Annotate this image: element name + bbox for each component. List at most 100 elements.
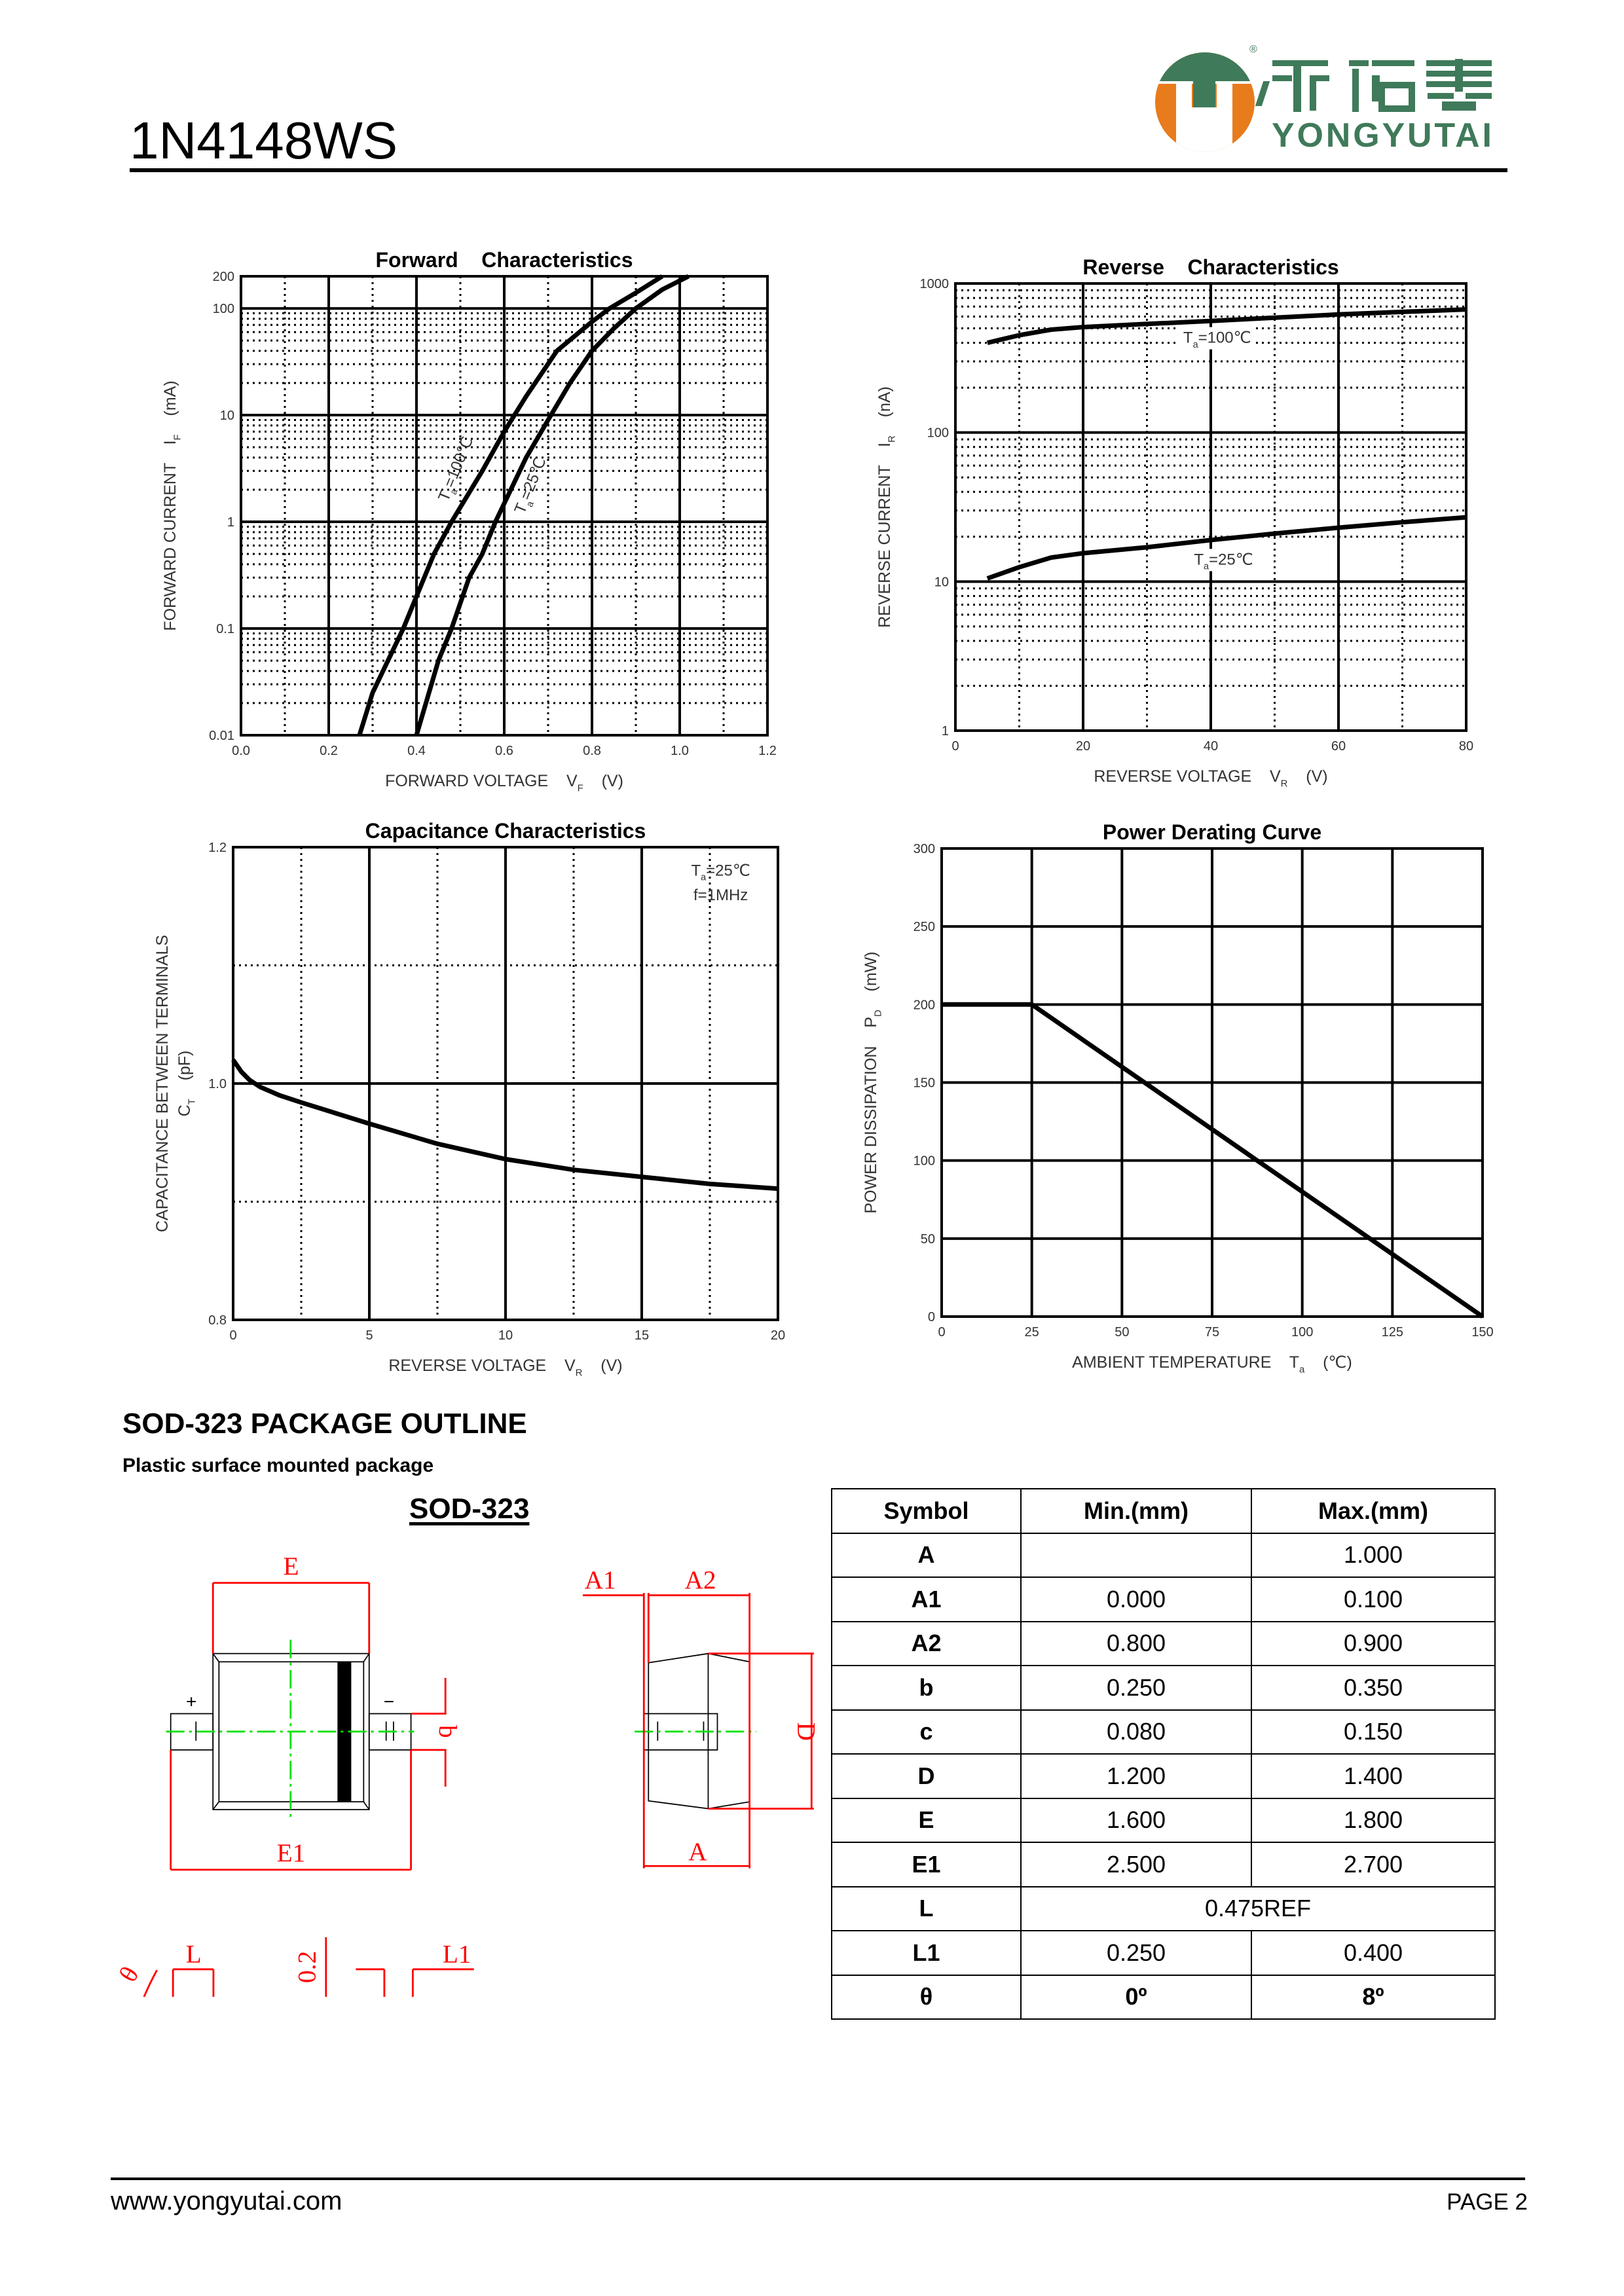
table-row: L1 0.250 0.400 xyxy=(831,1930,1496,1976)
cell-min: 0.080 xyxy=(1020,1709,1252,1755)
cell-min: 1.200 xyxy=(1020,1753,1252,1799)
dim-label-D: D xyxy=(792,1722,820,1741)
y-tick-label: 1000 xyxy=(920,277,950,291)
chart-title: Reverse Characteristics xyxy=(1082,255,1338,279)
chart-cap: 0 5 10 15 20 0.8 1.0 1.2 Capacitance Characteris… xyxy=(153,819,785,1379)
table-row: E1 2.500 2.700 xyxy=(831,1842,1496,1887)
curve-label: Ta=100℃ xyxy=(435,434,480,505)
characteristics-charts: 0.0 0.2 0.4 0.6 0.8 1.0 1.20.010.1110100200For… xyxy=(153,248,1494,1379)
chart-title: Capacitance Characteristics xyxy=(365,819,646,843)
x-tick-label: 20 xyxy=(1076,739,1090,754)
series-line xyxy=(231,1058,779,1192)
dim-label-theta: θ xyxy=(118,1962,145,1987)
table-header-row: Symbol Min.(mm) Max.(mm) xyxy=(831,1488,1496,1534)
cell-max: 1.000 xyxy=(1251,1532,1496,1578)
cell-symbol: A1 xyxy=(831,1576,1022,1622)
cell-max: 0.100 xyxy=(1251,1576,1496,1622)
y-axis-label: POWER DISSIPATION PD (mW) xyxy=(862,951,884,1213)
y-tick-label: 1 xyxy=(227,515,234,530)
cell-symbol: θ xyxy=(831,1974,1022,2020)
x-tick-label: 1.0 xyxy=(671,744,689,758)
x-tick-label: 50 xyxy=(1115,1325,1129,1339)
x-tick-label: 1.2 xyxy=(758,744,777,758)
dim-label-b: b xyxy=(434,1725,462,1738)
table-row: A2 0.800 0.900 xyxy=(831,1620,1496,1666)
package-heading: SOD-323 PACKAGE OUTLINE xyxy=(122,1408,527,1440)
x-tick-label: 0 xyxy=(229,1328,236,1343)
chart-annotation: Ta=25℃ xyxy=(691,862,750,883)
logo-mark-icon: ® xyxy=(1155,44,1257,152)
table-row: E 1.600 1.800 xyxy=(831,1797,1496,1843)
x-tick-label: 25 xyxy=(1025,1325,1039,1339)
series-line xyxy=(986,307,1467,346)
dim-label-A2: A2 xyxy=(685,1566,716,1594)
dim-label-L: L xyxy=(186,1940,202,1968)
x-tick-label: 0 xyxy=(951,739,959,754)
y-tick-label: 10 xyxy=(934,575,949,589)
cell-symbol: c xyxy=(831,1709,1022,1755)
dim-label-A1: A1 xyxy=(585,1566,616,1594)
cell-min xyxy=(1020,1532,1252,1578)
chart-title: Forward Characteristics xyxy=(375,248,633,272)
svg-text:®: ® xyxy=(1249,44,1257,55)
label-background xyxy=(1185,549,1262,572)
y-tick-label: 200 xyxy=(913,998,935,1012)
series-line xyxy=(414,274,690,736)
table-row: b 0.250 0.350 xyxy=(831,1665,1496,1711)
cell-max: 1.400 xyxy=(1251,1753,1496,1799)
dim-label-E1: E1 xyxy=(277,1839,306,1867)
centerlines xyxy=(166,1639,757,1821)
table-row: L 0.475REF xyxy=(831,1886,1496,1931)
x-tick-label: 0.6 xyxy=(495,744,513,758)
cell-symbol: A2 xyxy=(831,1620,1022,1666)
x-tick-label: 20 xyxy=(771,1328,785,1343)
y-tick-label: 50 xyxy=(921,1232,935,1247)
cell-min: 0.800 xyxy=(1020,1620,1252,1666)
plot-frame xyxy=(240,275,769,737)
cell-symbol: D xyxy=(831,1753,1022,1799)
table-row: θ 0º 8º xyxy=(831,1974,1496,2020)
cell-symbol: L xyxy=(831,1886,1022,1931)
part-number-title: 1N4148WS xyxy=(130,111,398,170)
x-tick-label: 125 xyxy=(1382,1325,1403,1339)
footer-website: www.yongyutai.com xyxy=(111,2187,342,2215)
cell-min: 0.250 xyxy=(1020,1665,1252,1711)
x-axis-label: REVERSE VOLTAGE VR (V) xyxy=(1094,767,1327,790)
y-tick-label: 100 xyxy=(913,1154,935,1169)
cell-symbol: b xyxy=(831,1665,1022,1711)
chart-title: Power Derating Curve xyxy=(1103,820,1321,844)
y-tick-label: 1 xyxy=(942,724,949,738)
x-tick-label: 0 xyxy=(938,1325,945,1339)
y-tick-label: 0.8 xyxy=(208,1313,227,1328)
yongyutai-logo: ® YONGYUTAI xyxy=(1155,44,1492,155)
dim-label-E: E xyxy=(283,1552,299,1580)
header-min: Min.(mm) xyxy=(1020,1488,1252,1534)
chart-power: 0 25 50 75 100 125 150 0 50 100 150 200 250 300 Power … xyxy=(862,820,1494,1376)
cell-min: 0.250 xyxy=(1020,1930,1252,1976)
dim-label-A: A xyxy=(688,1838,707,1866)
x-axis-label: REVERSE VOLTAGE VR (V) xyxy=(388,1357,622,1379)
chart-forward: 0.0 0.2 0.4 0.6 0.8 1.0 1.2 0.01 0.1 1 10 100 200 For… xyxy=(161,248,777,794)
x-tick-label: 40 xyxy=(1204,739,1218,754)
x-tick-label: 10 xyxy=(498,1328,513,1343)
logo-cn-wordmark xyxy=(1255,59,1492,112)
page-number: PAGE 2 xyxy=(1447,2189,1528,2215)
y-axis-unit: CT (pF) xyxy=(175,1051,198,1117)
package-name: SOD-323 xyxy=(409,1493,530,1525)
cell-min: 0.000 xyxy=(1020,1576,1252,1622)
cell-max: 2.700 xyxy=(1251,1842,1496,1887)
dimension-lines xyxy=(143,1582,814,1997)
x-tick-label: 0.2 xyxy=(320,744,338,758)
x-tick-label: 80 xyxy=(1459,739,1473,754)
cell-max: 0.900 xyxy=(1251,1620,1496,1666)
cell-reference: 0.475REF xyxy=(1020,1886,1496,1931)
series-line xyxy=(942,1002,1484,1319)
y-tick-label: 1.2 xyxy=(208,841,227,855)
table-row: c 0.080 0.150 xyxy=(831,1709,1496,1755)
plot-frame xyxy=(954,282,1467,732)
dim-label-gap: 0.2 xyxy=(293,1951,322,1983)
cell-max: 1.800 xyxy=(1251,1797,1496,1843)
x-tick-label: 100 xyxy=(1291,1325,1313,1339)
cell-max: 8º xyxy=(1251,1974,1496,2020)
